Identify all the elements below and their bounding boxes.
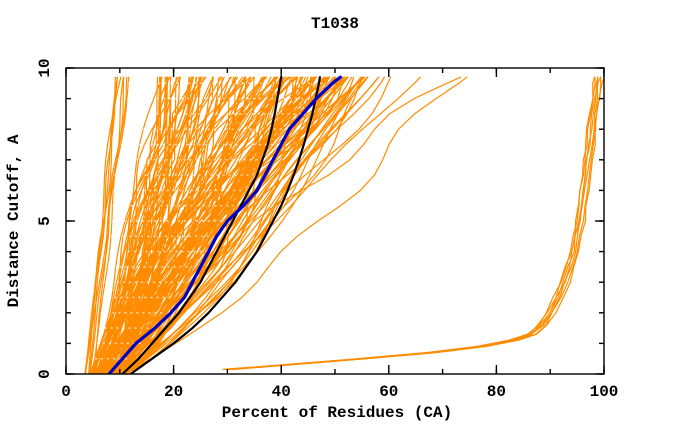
orange-model-curve	[108, 76, 385, 374]
orange-model-curve	[125, 76, 239, 374]
x-tick-label: 60	[379, 383, 398, 401]
x-tick-label: 20	[164, 383, 183, 401]
orange-model-curve	[92, 76, 246, 374]
orange-model-curve	[118, 76, 168, 374]
axis-tick-labels: 0 20 40 60 80 100 0 5 10	[36, 58, 618, 401]
orange-model-curve	[122, 76, 198, 374]
orange-model-curve	[91, 76, 222, 374]
y-tick-label: 0	[36, 369, 54, 379]
plot-area	[84, 75, 604, 374]
orange-bundle-curve	[232, 76, 604, 370]
orange-model-curve	[94, 76, 167, 374]
orange-model-curve	[106, 76, 193, 374]
orange-model-curve	[116, 76, 325, 374]
x-axis-label: Percent of Residues (CA)	[222, 404, 452, 422]
black-model-curve	[129, 76, 321, 374]
x-tick-label: 40	[272, 383, 291, 401]
orange-model-curve	[106, 76, 171, 374]
orange-model-curve	[125, 76, 190, 374]
black-model-curve	[121, 76, 283, 374]
plot-frame	[65, 67, 605, 375]
x-tick-label: 0	[61, 383, 71, 401]
x-tick-label: 80	[487, 383, 506, 401]
orange-model-curve	[88, 76, 116, 374]
orange-model-curve	[89, 76, 125, 374]
y-tick-label: 5	[36, 216, 54, 226]
x-tick-label: 100	[590, 383, 619, 401]
orange-model-curve	[107, 76, 292, 374]
y-axis-label: Distance Cutoff, A	[5, 134, 23, 307]
orange-model-curve	[118, 76, 468, 374]
orange-model-curve	[126, 76, 203, 374]
orange-model-curve	[101, 76, 343, 374]
orange-model-curve	[88, 76, 118, 374]
y-tick-label: 10	[36, 58, 54, 77]
orange-model-curve	[97, 76, 329, 374]
chart-title: T1038	[311, 15, 359, 33]
orange-model-curve	[113, 76, 362, 374]
orange-model-curve	[118, 76, 232, 374]
blue-model-curve	[107, 75, 342, 374]
orange-model-curve	[110, 76, 330, 374]
orange-model-curve	[126, 76, 421, 374]
